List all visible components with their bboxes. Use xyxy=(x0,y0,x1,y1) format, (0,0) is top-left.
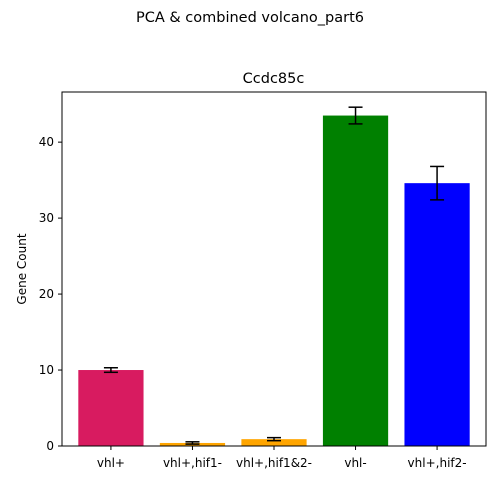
x-axis-ticks: vhl+ vhl+,hif1- vhl+,hif1&2- vhl-vhl+,hif2- xyxy=(97,446,467,470)
bar-4 xyxy=(404,183,470,446)
y-axis-label: Gene Count xyxy=(15,233,29,304)
bar-2 xyxy=(241,439,307,446)
x-tick-label-2: vhl+,hif1&2- xyxy=(236,456,312,470)
x-tick-label-3: vhl- xyxy=(344,456,366,470)
chart-title: Ccdc85c xyxy=(243,71,305,87)
y-tick-label-2: 20 xyxy=(39,287,54,301)
x-tick-label-4: vhl+,hif2- xyxy=(408,456,467,470)
bars-group xyxy=(78,115,470,447)
figure-suptitle: PCA & combined volcano_part6 xyxy=(136,10,364,26)
y-tick-label-4: 40 xyxy=(39,135,54,149)
y-axis-ticks: 0 10 20 30 40 xyxy=(39,135,62,453)
bar-3 xyxy=(322,115,389,447)
x-tick-label-0: vhl+ xyxy=(97,456,125,470)
y-tick-label-3: 30 xyxy=(39,211,54,225)
y-tick-label-1: 10 xyxy=(39,363,54,377)
plot-area: 0 10 20 30 40 vhl+ vhl+,hif1- vhl+,hif1&2- vhl-… xyxy=(39,91,487,470)
y-tick-label-0: 0 xyxy=(46,439,54,453)
error-bars-group xyxy=(103,106,445,445)
bar-0 xyxy=(78,370,144,446)
x-tick-label-1: vhl+,hif1- xyxy=(163,456,222,470)
